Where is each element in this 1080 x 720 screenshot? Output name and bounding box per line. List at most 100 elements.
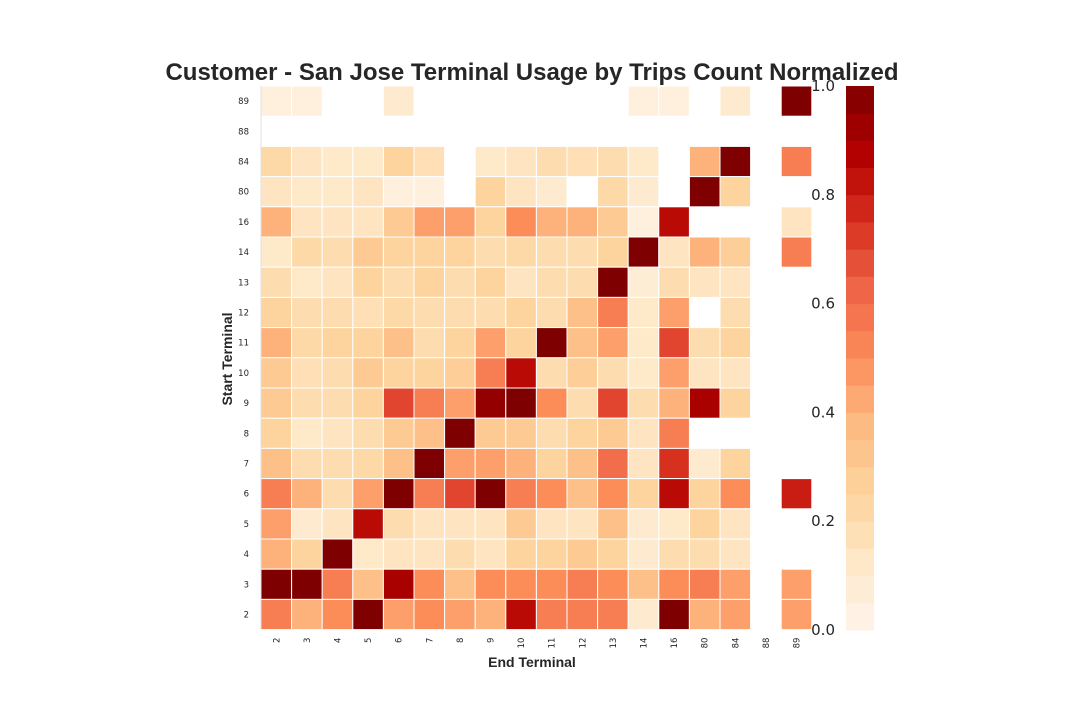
colorbar — [846, 86, 874, 631]
heatmap-cell-8-2 — [260, 417, 293, 449]
colorbar-band — [846, 330, 874, 359]
heatmap-cell-89-2 — [260, 85, 293, 117]
heatmap-cell-13-12 — [566, 266, 599, 298]
heatmap-cell-2-3 — [291, 598, 323, 631]
y-tick-label: 9 — [244, 399, 249, 409]
heatmap-cell-7-7 — [413, 447, 446, 480]
heatmap-cell-14-84 — [719, 236, 752, 268]
x-tick-label: 11 — [548, 638, 558, 649]
heatmap-cell-8-16 — [658, 417, 690, 449]
heatmap-cell-14-2 — [260, 236, 293, 268]
colorbar-band — [846, 521, 874, 549]
heatmap-cell-6-3 — [291, 478, 323, 510]
heatmap-cell-80-7 — [413, 176, 446, 208]
heatmap-cell-13-7 — [413, 266, 446, 298]
heatmap-cell-10-14 — [627, 357, 660, 389]
heatmap-cell-3-89 — [780, 568, 813, 600]
heatmap-cell-12-9 — [474, 296, 507, 329]
colorbar-band — [846, 466, 874, 495]
y-tick-label: 8 — [244, 429, 249, 439]
heatmap-cell-13-9 — [474, 266, 507, 298]
heatmap-cell-11-5 — [352, 327, 384, 359]
heatmap-cell-5-9 — [474, 508, 507, 540]
heatmap-cell-14-5 — [352, 236, 384, 268]
x-tick-label: 4 — [334, 638, 344, 643]
heatmap-cell-9-7 — [413, 387, 446, 419]
heatmap-cell-80-11 — [535, 176, 568, 208]
heatmap-cell-13-4 — [321, 266, 354, 298]
heatmap-cell-13-5 — [352, 266, 384, 298]
heatmap-cell-11-13 — [597, 327, 629, 359]
heatmap-cell-84-80 — [688, 145, 721, 178]
heatmap-cell-84-4 — [321, 145, 354, 178]
heatmap-cell-14-4 — [321, 236, 354, 268]
heatmap-cell-9-8 — [444, 387, 476, 419]
heatmap-cell-5-3 — [291, 508, 323, 540]
y-tick-label: 84 — [238, 158, 249, 168]
heatmap-cells — [260, 85, 813, 631]
heatmap-cell-5-2 — [260, 508, 293, 540]
colorbar-band — [846, 548, 874, 577]
heatmap-cell-84-7 — [413, 145, 446, 178]
heatmap-cell-13-80 — [688, 266, 721, 298]
heatmap-cell-7-6 — [382, 447, 415, 480]
heatmap-cell-13-3 — [291, 266, 323, 298]
x-tick-label: 6 — [395, 638, 405, 643]
heatmap-cell-5-11 — [535, 508, 568, 540]
heatmap-cell-11-6 — [382, 327, 415, 359]
colorbar-ticks: 0.0 0.2 0.4 0.6 0.8 1.0 — [811, 77, 835, 639]
heatmap-cell-7-10 — [505, 447, 537, 480]
heatmap-cell-16-12 — [566, 206, 599, 238]
heatmap-cell-6-4 — [321, 478, 354, 510]
colorbar-band — [846, 276, 874, 305]
heatmap-cell-11-11 — [535, 327, 568, 359]
heatmap-cell-11-12 — [566, 327, 599, 359]
heatmap-cell-4-10 — [505, 538, 537, 570]
heatmap-cell-14-3 — [291, 236, 323, 268]
x-tick-label: 14 — [640, 638, 650, 649]
heatmap-cell-12-7 — [413, 296, 446, 329]
heatmap-cell-6-10 — [505, 478, 537, 510]
heatmap-cell-4-2 — [260, 538, 293, 570]
heatmap-cell-13-2 — [260, 266, 293, 298]
y-tick-label: 88 — [238, 127, 249, 137]
heatmap-cell-5-13 — [597, 508, 629, 540]
heatmap-cell-80-5 — [352, 176, 384, 208]
heatmap-cell-16-8 — [444, 206, 476, 238]
y-axis-label: Start Terminal — [219, 312, 235, 405]
heatmap-cell-80-9 — [474, 176, 507, 208]
heatmap-cell-84-14 — [627, 145, 660, 178]
y-tick-label: 80 — [238, 188, 249, 198]
colorbar-band — [846, 602, 874, 631]
colorbar-band — [846, 494, 874, 522]
heatmap-cell-10-80 — [688, 357, 721, 389]
heatmap-cell-3-6 — [382, 568, 415, 600]
heatmap-cell-7-12 — [566, 447, 599, 480]
colorbar-band — [846, 303, 874, 332]
heatmap-cell-4-9 — [474, 538, 507, 570]
x-tick-label: 13 — [609, 638, 619, 649]
heatmap-cell-4-16 — [658, 538, 690, 570]
heatmap-cell-2-10 — [505, 598, 537, 631]
heatmap-cell-13-6 — [382, 266, 415, 298]
heatmap-cell-5-84 — [719, 508, 752, 540]
x-tick-label: 10 — [517, 638, 527, 649]
heatmap-cell-8-7 — [413, 417, 446, 449]
chart-title: Customer - San Jose Terminal Usage by Tr… — [165, 59, 898, 86]
x-tick-label: 12 — [578, 638, 588, 649]
heatmap-cell-5-10 — [505, 508, 537, 540]
heatmap-cell-8-9 — [474, 417, 507, 449]
colorbar-band — [846, 167, 874, 196]
heatmap-cell-7-3 — [291, 447, 323, 480]
heatmap-cell-11-80 — [688, 327, 721, 359]
heatmap-cell-80-2 — [260, 176, 293, 208]
heatmap-cell-84-9 — [474, 145, 507, 178]
heatmap-cell-8-14 — [627, 417, 660, 449]
heatmap-cell-3-16 — [658, 568, 690, 600]
heatmap-cell-13-84 — [719, 266, 752, 298]
heatmap-cell-6-7 — [413, 478, 446, 510]
heatmap-cell-16-4 — [321, 206, 354, 238]
heatmap-cell-7-14 — [627, 447, 660, 480]
x-tick-label: 5 — [364, 638, 374, 643]
y-tick-label: 11 — [238, 339, 249, 349]
